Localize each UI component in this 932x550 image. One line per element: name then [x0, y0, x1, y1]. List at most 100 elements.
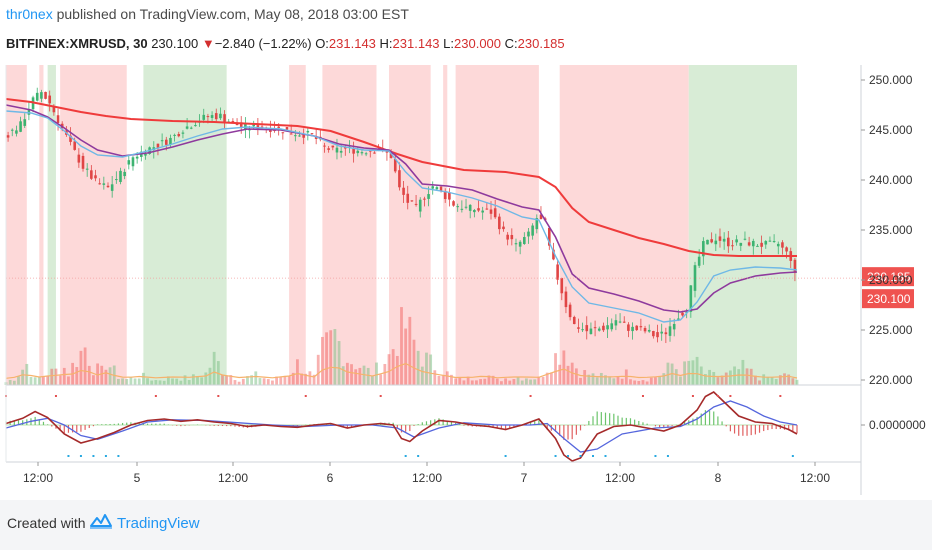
histogram-bar: [713, 411, 715, 425]
volume-bar: [358, 367, 362, 385]
price-marker-box-0: [862, 267, 914, 287]
histogram-bar: [92, 425, 95, 427]
candle-body: [173, 134, 176, 136]
volume-bar: [25, 363, 29, 385]
candle-body: [414, 203, 418, 205]
price-chart[interactable]: 230.185 230.100 250.000 245.000 240.000 235.…: [0, 0, 932, 500]
candle-body: [527, 231, 530, 237]
volume-bar: [133, 378, 137, 385]
volume-bar: [529, 379, 532, 385]
volume-bar: [566, 365, 570, 385]
histogram-bar: [613, 413, 615, 425]
volume-bar: [645, 381, 649, 385]
created-with-text: Created with: [7, 515, 86, 531]
histogram-bar: [342, 425, 344, 427]
candle-body: [85, 168, 89, 170]
candle-body: [177, 134, 181, 137]
volume-bar: [58, 375, 62, 385]
volume-bar: [237, 381, 241, 385]
candle-body: [622, 321, 626, 323]
volume-bar: [166, 376, 170, 385]
last-price: 230.100: [151, 36, 199, 51]
volume-bar: [620, 378, 624, 385]
volume-bar: [250, 375, 254, 385]
candle-body: [289, 133, 293, 135]
histogram-bar: [425, 421, 428, 425]
volume-bar: [558, 364, 562, 385]
volume-bar: [75, 367, 79, 385]
candle-body: [585, 325, 589, 332]
candle-body: [735, 239, 738, 243]
volume-bar: [462, 380, 466, 385]
volume-bar: [475, 380, 478, 385]
volume-bar: [570, 362, 574, 385]
tradingview-brand[interactable]: TradingView: [117, 515, 200, 532]
candle-body: [485, 208, 489, 210]
histogram-bar: [217, 425, 219, 426]
volume-bar: [29, 377, 33, 385]
candle-body: [581, 329, 584, 331]
volume-bar: [429, 354, 433, 385]
author-link[interactable]: thr0nex: [6, 6, 53, 22]
osc-dot: [567, 455, 570, 457]
histogram-bar: [796, 425, 798, 434]
histogram-bar: [767, 425, 769, 431]
tradingview-cloud-icon[interactable]: [88, 511, 114, 531]
candle-body: [439, 186, 443, 191]
band-green-4: [143, 65, 227, 385]
volume-bar: [354, 369, 358, 385]
candle-body: [144, 153, 147, 156]
candle-body: [660, 331, 663, 334]
volume-bar: [404, 328, 408, 385]
histogram-bar: [563, 425, 565, 440]
histogram-bar: [167, 424, 169, 425]
histogram-bar: [771, 425, 773, 430]
histogram-bar: [42, 421, 45, 425]
volume-bar: [275, 376, 279, 385]
price-marker-box-1: [862, 289, 914, 309]
histogram-bar: [604, 412, 607, 425]
volume-bar: [54, 368, 58, 385]
candle-body: [618, 321, 622, 323]
candle-body: [231, 121, 235, 123]
candle-body: [189, 127, 193, 129]
candle-body: [169, 137, 172, 145]
osc-dot: [791, 455, 794, 457]
volume-bar: [412, 339, 416, 385]
volume-bar: [587, 374, 591, 385]
volume-bar: [778, 375, 782, 385]
volume-bar: [229, 375, 233, 385]
candle-body: [489, 209, 493, 214]
candle-body: [681, 312, 684, 316]
volume-bar: [470, 380, 474, 385]
volume-bar: [612, 378, 616, 385]
volume-bar: [408, 316, 412, 385]
histogram-bar: [584, 425, 586, 426]
candle-body: [327, 148, 330, 150]
volume-bar: [150, 380, 154, 385]
volume-bar: [83, 347, 87, 385]
candle-body: [510, 234, 514, 240]
volume-bar: [125, 379, 129, 385]
osc-dot: [716, 395, 719, 397]
candle-body: [156, 143, 160, 148]
volume-bar: [524, 378, 528, 385]
candle-body: [164, 139, 168, 145]
volume-bar: [604, 375, 607, 385]
histogram-bar: [575, 425, 577, 435]
histogram-bar: [38, 419, 40, 425]
volume-bar: [629, 379, 632, 385]
histogram-bar: [400, 425, 403, 433]
histogram-bar: [84, 425, 86, 430]
candle-body: [323, 145, 326, 147]
histogram-bar: [642, 422, 644, 425]
candle-body: [202, 114, 206, 120]
histogram-bar: [434, 419, 436, 425]
histogram-bar: [792, 425, 794, 432]
candle-body: [589, 328, 593, 335]
histogram-bar: [671, 425, 673, 426]
volume-ma-line: [5, 362, 798, 379]
volume-bar: [745, 368, 749, 385]
volume-bar: [104, 369, 108, 385]
volume-bar: [212, 351, 216, 385]
